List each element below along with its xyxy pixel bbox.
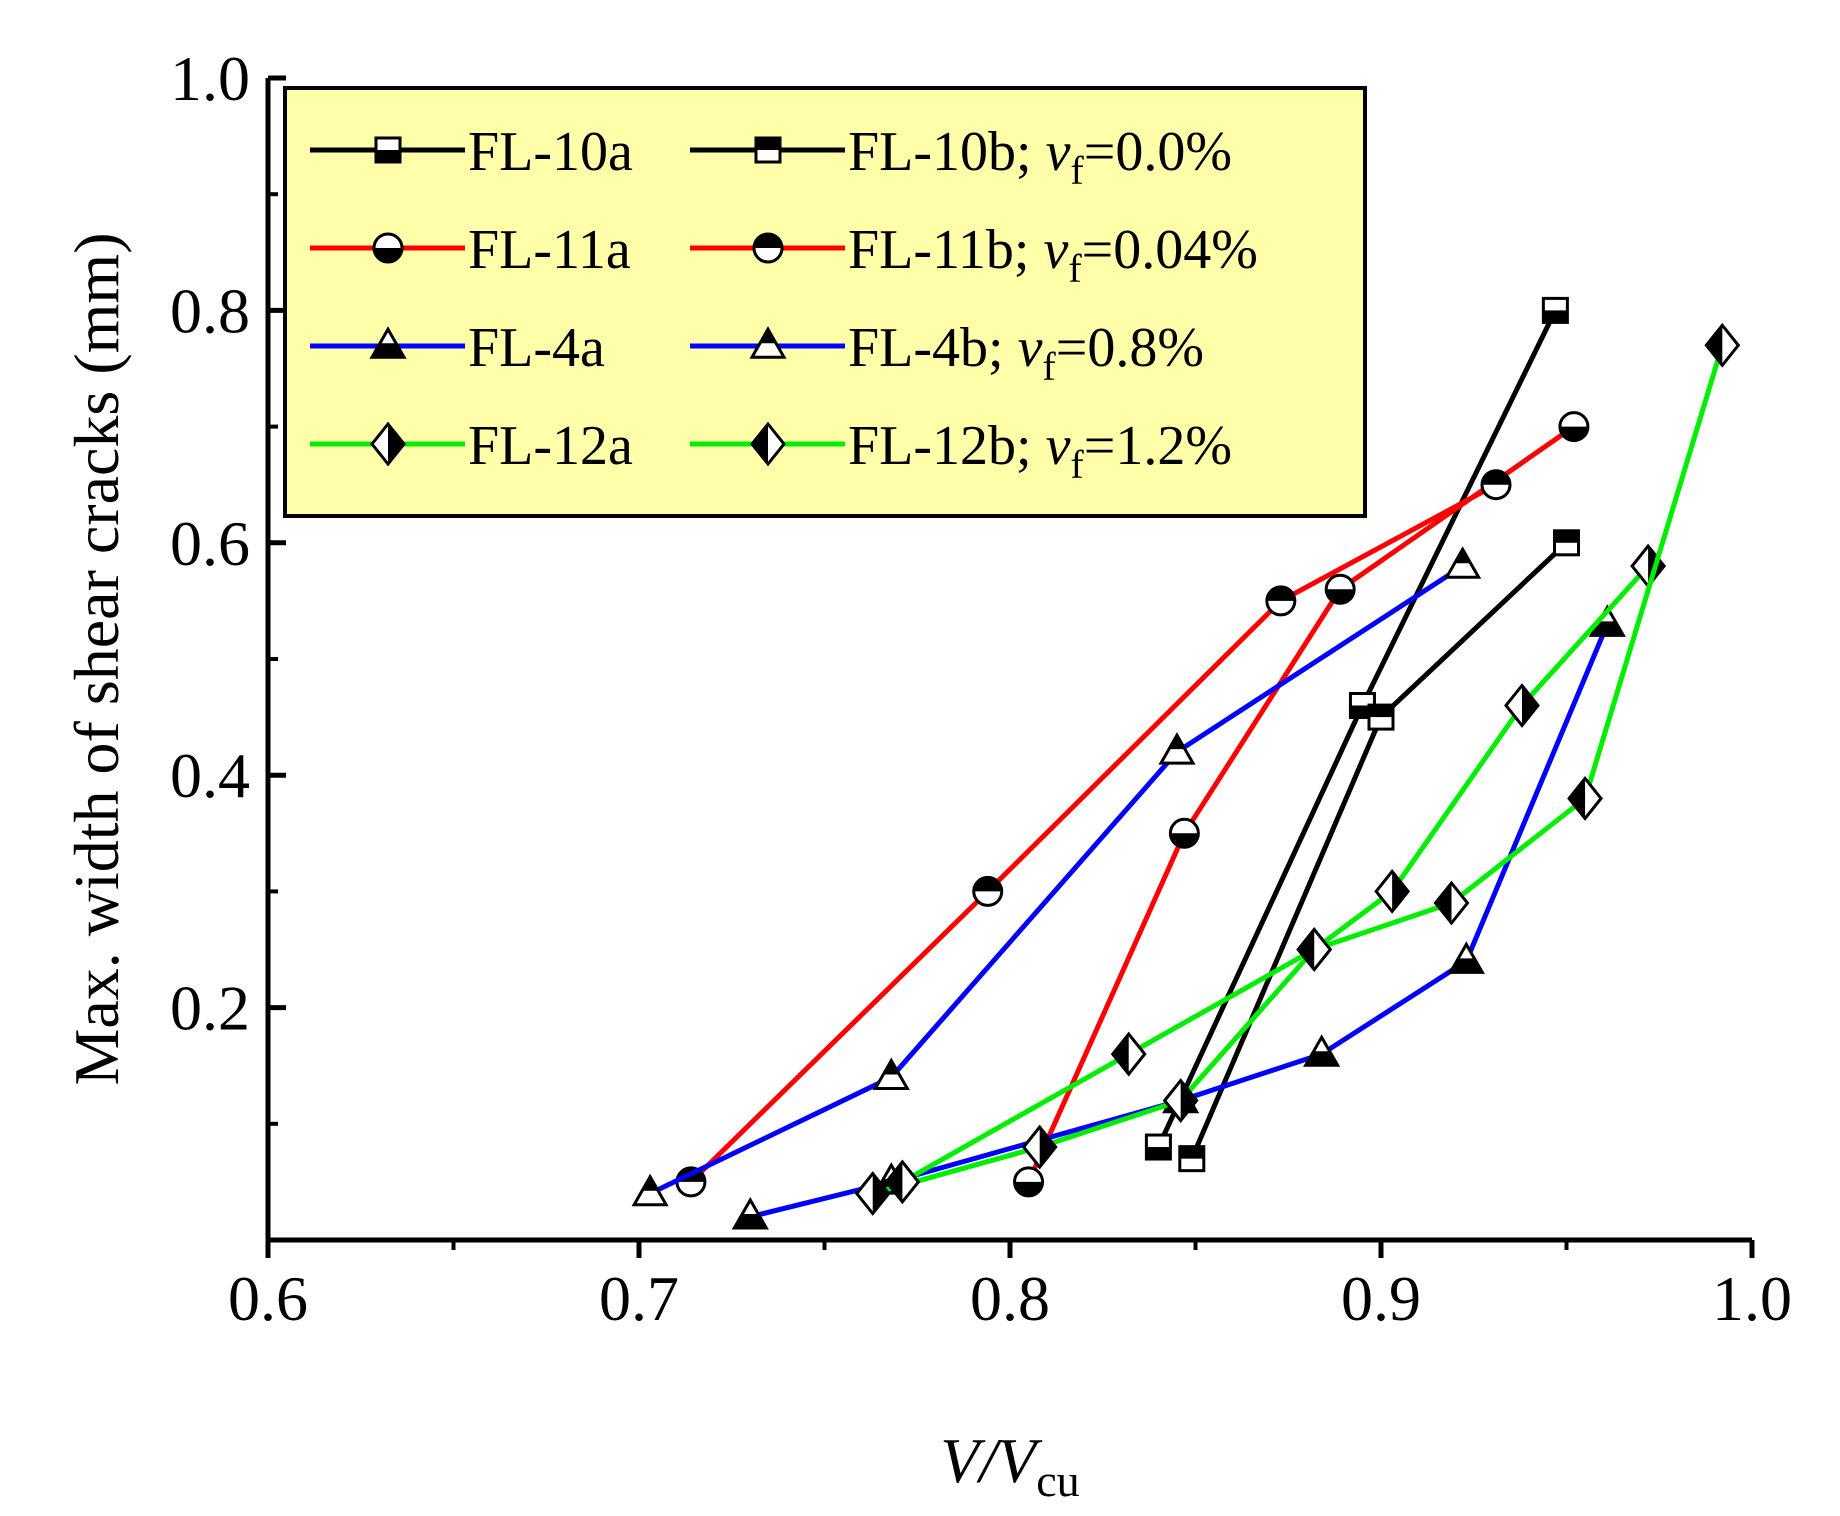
series-fl-10b — [1178, 529, 1580, 1173]
data-point — [1553, 529, 1580, 557]
data-point — [1168, 817, 1200, 849]
data-point — [1162, 1078, 1199, 1123]
data-point — [731, 1196, 769, 1230]
data-point — [1178, 1145, 1206, 1173]
legend-marker — [369, 326, 407, 359]
data-point — [1558, 411, 1590, 443]
legend-label: FL-4a — [468, 317, 605, 379]
legend-label: FL-12b; vf=1.2% — [848, 415, 1232, 487]
data-point — [1144, 1133, 1172, 1161]
axes: 0.6 0.7 0.8 0.9 1.0 0.2 0.4 0.6 0.8 1.0 V/Vcu Max. … — [61, 43, 1792, 1506]
series-fl-4b — [631, 546, 1482, 1207]
data-point — [631, 1173, 669, 1207]
data-point — [854, 1171, 891, 1216]
x-tick-label: 0.9 — [1341, 1263, 1421, 1334]
legend-marker — [370, 421, 406, 467]
data-point — [1367, 703, 1395, 731]
data-point — [1541, 296, 1569, 324]
data-point — [1480, 469, 1512, 501]
data-point — [1504, 683, 1540, 728]
data-point — [1296, 927, 1333, 972]
data-point — [1444, 546, 1482, 579]
y-tick-label: 0.8 — [170, 275, 250, 346]
legend-marker — [750, 421, 786, 467]
legend-marker — [754, 136, 782, 164]
legend-marker — [374, 136, 402, 164]
y-axis-title: Max. width of shear cracks (mm) — [61, 232, 132, 1085]
legend-marker — [749, 326, 787, 359]
x-tick-label: 0.8 — [970, 1263, 1050, 1334]
series-fl-11b — [675, 469, 1512, 1198]
legend-label: FL-11a — [468, 219, 631, 281]
legend: FL-10a FL-10b; vf=0.0% FL-11a FL-11b; vf=0.… — [283, 86, 1367, 518]
series-fl-12b — [884, 322, 1741, 1205]
data-point — [1303, 1034, 1341, 1067]
data-point — [1704, 322, 1741, 368]
x-tick-label: 0.6 — [228, 1263, 308, 1334]
series-layer — [631, 296, 1741, 1230]
series-line — [749, 623, 1610, 1220]
series-line — [1026, 424, 1576, 1183]
series-line — [649, 563, 1464, 1196]
data-point — [1021, 1124, 1058, 1170]
series-line — [901, 344, 1725, 1185]
legend-label: FL-10b; vf=0.0% — [848, 121, 1232, 193]
legend-marker — [372, 232, 404, 264]
legend-label: FL-10a — [468, 121, 633, 183]
legend-label: FL-12a — [468, 415, 633, 477]
y-tick-label: 0.2 — [170, 973, 250, 1044]
series-fl-11a — [1013, 411, 1590, 1198]
data-point — [972, 875, 1004, 907]
x-axis-title: V/Vcu — [940, 1425, 1079, 1506]
x-tick-label: 0.7 — [599, 1263, 679, 1334]
x-tick-label: 1.0 — [1712, 1263, 1792, 1334]
legend-marker — [752, 232, 784, 264]
data-point — [1110, 1031, 1147, 1077]
y-tick-label: 0.4 — [170, 740, 250, 811]
data-point — [1158, 732, 1196, 765]
data-point — [1324, 573, 1356, 605]
series-line — [689, 482, 1498, 1184]
y-tick-label: 0.6 — [170, 508, 250, 579]
legend-label: FL-4b; vf=0.8% — [848, 317, 1204, 389]
y-tick-label: 1.0 — [170, 43, 250, 114]
data-point — [1433, 880, 1470, 926]
data-point — [1567, 776, 1603, 821]
data-point — [1447, 941, 1485, 974]
data-point — [1265, 585, 1297, 617]
data-point — [1013, 1166, 1045, 1198]
data-point — [872, 1057, 910, 1091]
data-point — [1374, 868, 1411, 914]
legend-label: FL-11b; vf=0.04% — [848, 219, 1258, 291]
data-point — [884, 1159, 921, 1205]
